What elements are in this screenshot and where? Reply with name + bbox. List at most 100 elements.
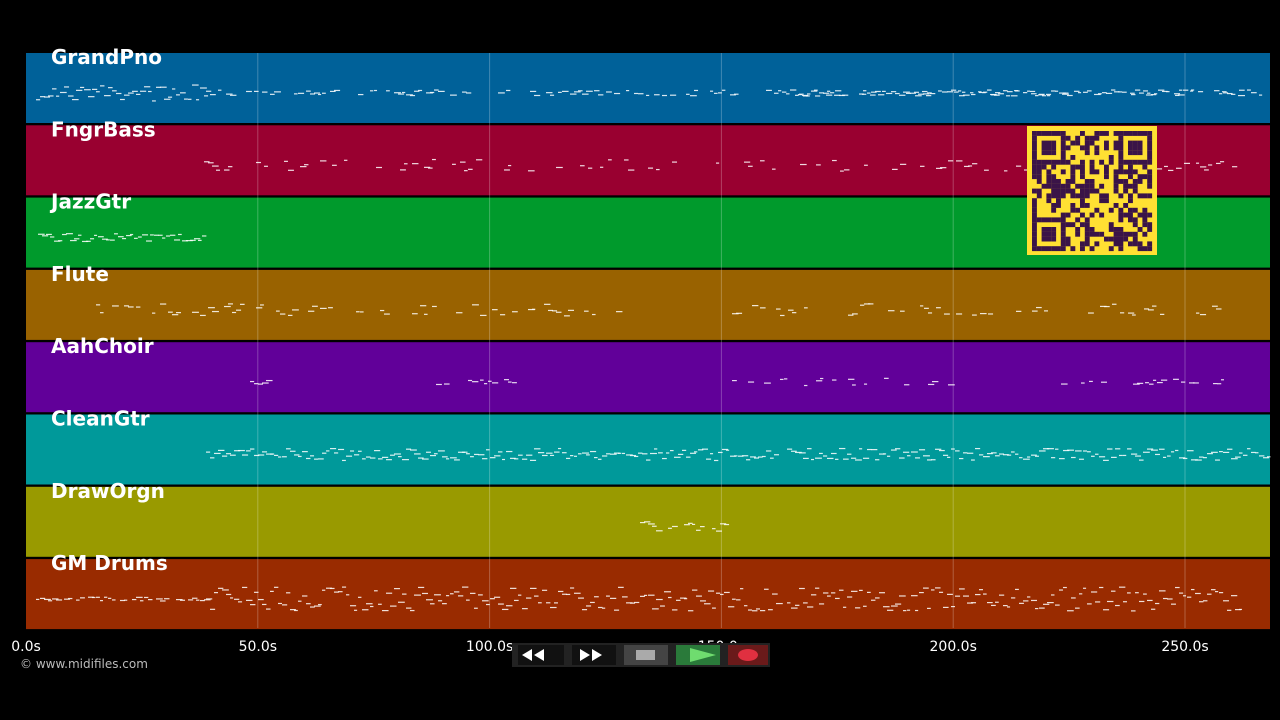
qr-module — [1094, 150, 1100, 156]
qr-module — [1065, 145, 1071, 151]
qr-module — [1036, 159, 1042, 165]
track-band — [26, 414, 1270, 485]
qr-module — [1132, 140, 1138, 146]
qr-module — [1080, 145, 1085, 151]
qr-module — [1051, 159, 1057, 165]
qr-module — [1113, 188, 1119, 194]
qr-module — [1108, 159, 1114, 165]
qr-module — [1142, 131, 1148, 136]
qr-module — [1132, 131, 1138, 136]
qr-module — [1137, 174, 1143, 180]
qr-module — [1046, 198, 1052, 204]
qr-module — [1147, 150, 1153, 156]
qr-module — [1032, 203, 1037, 208]
qr-module — [1060, 140, 1066, 146]
rewind-button[interactable] — [518, 645, 564, 665]
qr-module — [1108, 155, 1114, 160]
qr-module — [1046, 183, 1052, 189]
qr-module — [1108, 222, 1114, 228]
qr-module — [1094, 145, 1100, 151]
qr-module — [1065, 159, 1071, 165]
qr-module — [1123, 169, 1129, 175]
qr-module — [1070, 188, 1076, 194]
qr-module — [1041, 164, 1047, 170]
qr-module — [1070, 246, 1076, 252]
qr-module — [1051, 246, 1057, 252]
qr-module — [1075, 135, 1081, 141]
forward-button[interactable] — [572, 645, 616, 665]
track-name: FngrBass — [51, 117, 156, 141]
qr-module — [1113, 236, 1119, 242]
qr-module — [1118, 169, 1124, 175]
qr-module — [1032, 140, 1037, 146]
qr-module — [1080, 198, 1085, 204]
qr-module — [1051, 179, 1057, 184]
qr-module — [1041, 140, 1047, 146]
qr-module — [1123, 231, 1129, 237]
qr-module — [1075, 164, 1081, 170]
stop-button[interactable] — [624, 645, 668, 665]
qr-module — [1080, 169, 1085, 175]
qr-module — [1075, 193, 1081, 199]
qr-module — [1128, 169, 1133, 175]
qr-module — [1041, 236, 1047, 242]
qr-module — [1123, 188, 1129, 194]
qr-module — [1108, 236, 1114, 242]
qr-module — [1137, 246, 1143, 252]
qr-module — [1094, 131, 1100, 136]
time-label: 200.0s — [930, 639, 977, 655]
record-button[interactable] — [728, 645, 768, 665]
qr-module — [1065, 179, 1071, 184]
qr-module — [1051, 193, 1057, 199]
qr-module — [1032, 231, 1037, 237]
qr-module — [1032, 169, 1037, 175]
qr-module — [1147, 159, 1153, 165]
qr-module — [1089, 164, 1095, 170]
qr-module — [1056, 183, 1061, 189]
qr-module — [1128, 212, 1133, 218]
qr-module — [1094, 169, 1100, 175]
qr-module — [1051, 183, 1057, 189]
play-button[interactable] — [676, 645, 720, 665]
qr-module — [1041, 217, 1047, 223]
qr-module — [1060, 169, 1066, 175]
qr-module — [1060, 150, 1066, 156]
qr-module — [1032, 159, 1037, 165]
qr-module — [1032, 155, 1037, 160]
qr-module — [1099, 193, 1105, 199]
track-name: AahChoir — [51, 334, 154, 358]
qr-module — [1104, 164, 1109, 170]
qr-module — [1128, 231, 1133, 237]
qr-module — [1051, 227, 1057, 232]
qr-module — [1147, 227, 1153, 232]
qr-module — [1046, 236, 1052, 242]
qr-module — [1132, 183, 1138, 189]
qr-module — [1075, 140, 1081, 146]
qr-module — [1036, 131, 1042, 136]
qr-module — [1147, 241, 1153, 247]
qr-module — [1070, 174, 1076, 180]
qr-module — [1113, 241, 1119, 247]
forward-icon — [580, 649, 602, 661]
transport-controls — [512, 643, 770, 667]
qr-module — [1032, 246, 1037, 252]
qr-module — [1104, 193, 1109, 199]
qr-module — [1147, 131, 1153, 136]
qr-module — [1113, 231, 1119, 237]
qr-module — [1128, 193, 1133, 199]
qr-module — [1132, 217, 1138, 223]
qr-module — [1118, 164, 1124, 170]
qr-module — [1056, 159, 1061, 165]
qr-module — [1137, 212, 1143, 218]
qr-module — [1036, 193, 1042, 199]
qr-module — [1118, 212, 1124, 218]
qr-module — [1137, 145, 1143, 151]
qr-module — [1070, 155, 1076, 160]
qr-module — [1137, 140, 1143, 146]
qr-module — [1132, 188, 1138, 194]
qr-module — [1137, 131, 1143, 136]
qr-module — [1056, 179, 1061, 184]
qr-module — [1137, 241, 1143, 247]
qr-module — [1065, 135, 1071, 141]
qr-module — [1118, 179, 1124, 184]
